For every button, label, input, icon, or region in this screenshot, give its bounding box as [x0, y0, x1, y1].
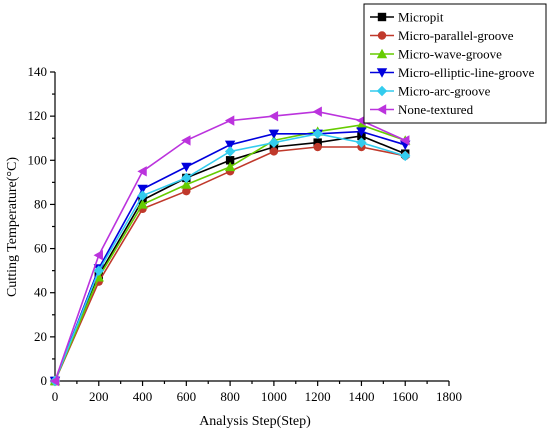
x-tick-label: 1000 — [261, 389, 287, 404]
axes: 0 200 400 600 800 1000 1200 1400 1600 1800 0 20 40 60… — [28, 64, 463, 404]
y-tick-label: 120 — [28, 108, 48, 123]
data-point — [356, 137, 367, 148]
data-point — [93, 265, 104, 276]
y-tick-label: 140 — [28, 64, 48, 79]
legend-label: Micro-wave-groove — [398, 47, 502, 62]
data-point — [313, 138, 322, 147]
legend-swatch-marker — [376, 85, 388, 97]
legend: Micropit Micro-parallel-groove Micro-wave-… — [363, 3, 547, 124]
x-tick-label: 0 — [52, 389, 59, 404]
x-tick-label: 200 — [89, 389, 109, 404]
legend-swatch-marker — [376, 68, 388, 78]
data-point — [181, 172, 192, 184]
data-point — [312, 128, 323, 139]
data-point — [400, 150, 411, 162]
legend-label: Micro-arc-groove — [398, 84, 491, 99]
data-point — [181, 135, 191, 146]
legend-label: Micro-parallel-groove — [398, 28, 514, 43]
data-point — [356, 127, 367, 137]
legend-swatch-marker — [377, 12, 387, 22]
data-point — [137, 190, 148, 201]
data-point — [93, 249, 103, 261]
data-point — [225, 156, 235, 165]
data-point — [313, 142, 322, 152]
legend-item: Micro-elliptic-line-groove — [370, 65, 535, 80]
legend-item: Micro-parallel-groove — [370, 28, 514, 43]
x-tick-label: 400 — [133, 389, 153, 404]
data-point — [181, 179, 192, 189]
data-point — [400, 135, 410, 146]
legend-swatch-marker — [376, 104, 387, 115]
data-point — [137, 166, 147, 177]
data-point — [137, 199, 148, 209]
data-point — [312, 106, 322, 117]
legend-item: Micro-wave-groove — [370, 47, 502, 62]
data-point — [224, 161, 236, 172]
y-tick-label: 0 — [41, 373, 48, 388]
legend-label: Micro-elliptic-line-groove — [398, 65, 535, 80]
data-point — [269, 147, 279, 156]
legend-box — [363, 3, 547, 124]
legend-label: None-textured — [398, 102, 474, 117]
y-tick-label: 20 — [34, 329, 47, 344]
data-point — [356, 115, 366, 126]
y-axis-title: Cutting Temperature(°C) — [5, 157, 20, 297]
x-tick-label: 1600 — [392, 389, 418, 404]
legend-item: Micro-arc-groove — [370, 84, 491, 99]
y-tick-label: 100 — [28, 152, 48, 167]
legend-item: None-textured — [370, 102, 474, 117]
data-point — [268, 137, 280, 148]
x-tick-label: 600 — [177, 389, 197, 404]
data-point — [182, 186, 191, 196]
legend-swatch-marker — [376, 48, 388, 59]
x-tick-label: 1400 — [348, 389, 374, 404]
x-axis-title: Analysis Step(Step) — [199, 414, 311, 429]
legend-item: Micropit — [370, 10, 444, 25]
y-tick-label: 60 — [34, 241, 47, 256]
series-6 — [49, 106, 410, 387]
y-tick-label: 80 — [34, 196, 47, 211]
data-point — [224, 115, 235, 126]
series-layer — [49, 106, 411, 387]
data-point — [224, 140, 236, 151]
y-tick-label: 40 — [34, 285, 47, 300]
data-point — [49, 375, 60, 387]
data-point — [224, 146, 236, 157]
data-point — [137, 184, 148, 195]
data-point — [268, 110, 279, 122]
x-tick-label: 1200 — [305, 389, 331, 404]
data-point — [268, 129, 280, 139]
data-point — [356, 119, 367, 130]
x-tick-label: 1800 — [436, 389, 462, 404]
legend-swatch-marker — [377, 31, 387, 40]
legend-label: Micropit — [398, 10, 444, 25]
data-point — [181, 162, 192, 173]
x-tick-label: 800 — [220, 389, 240, 404]
